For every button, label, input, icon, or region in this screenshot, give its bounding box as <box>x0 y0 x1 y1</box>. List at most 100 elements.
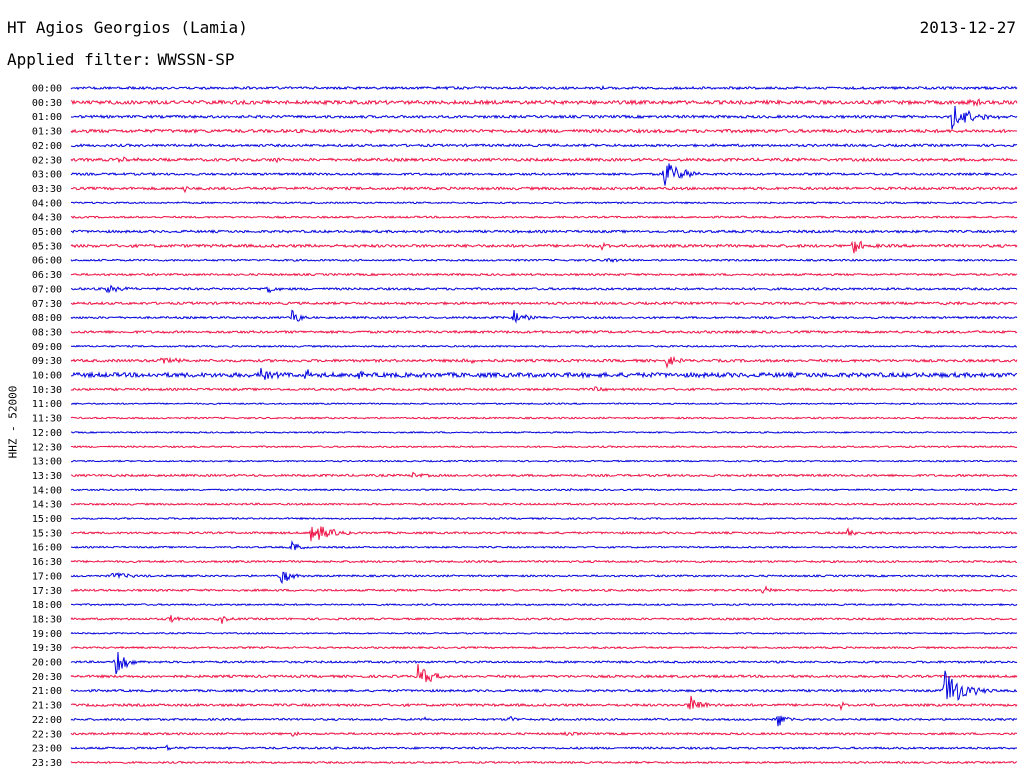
trace-line <box>71 540 1018 551</box>
trace-line <box>70 229 1018 234</box>
trace-line <box>70 85 1018 91</box>
trace-line <box>70 240 1018 254</box>
tick-label: 14:00 <box>32 485 62 496</box>
tick-labels: 00:00 00:30 01:00 01:30 02:00 02:30 03:00 03:30… <box>32 84 62 769</box>
trace-line <box>70 386 1018 392</box>
tick-label: 21:00 <box>32 686 62 697</box>
trace-line <box>70 344 1017 348</box>
trace-line <box>70 445 1018 449</box>
trace-line <box>70 695 1018 712</box>
trace-line <box>70 602 1018 607</box>
tick-label: 09:00 <box>32 342 62 353</box>
trace-group <box>70 85 1018 765</box>
trace-line <box>70 631 1018 635</box>
tick-label: 11:30 <box>32 414 62 425</box>
trace-line <box>70 258 1018 264</box>
filter-value: WWSSN-SP <box>157 50 235 69</box>
tick-label: 07:30 <box>32 299 62 310</box>
trace-line <box>70 645 1018 650</box>
trace-line <box>70 459 1018 463</box>
tick-label: 01:00 <box>32 112 62 123</box>
tick-label: 15:00 <box>32 514 62 525</box>
tick-label: 08:00 <box>32 313 62 324</box>
date-label: 2013-12-27 <box>919 18 1016 37</box>
station-title: HT Agios Georgios (Lamia) <box>7 18 248 37</box>
tick-label: 13:30 <box>32 471 62 482</box>
tick-label: 06:00 <box>32 256 62 267</box>
trace-line <box>70 127 1018 135</box>
tick-label: 16:00 <box>32 543 62 554</box>
trace-line <box>70 502 1018 506</box>
trace-line <box>70 272 1018 277</box>
tick-label: 22:00 <box>32 715 62 726</box>
tick-label: 19:30 <box>32 643 62 654</box>
trace-line <box>70 402 1018 406</box>
tick-label: 04:00 <box>32 198 62 209</box>
trace-line <box>70 730 1018 737</box>
tick-label: 05:30 <box>32 241 62 252</box>
tick-label: 13:00 <box>32 457 62 468</box>
tick-label: 09:30 <box>32 356 62 367</box>
trace-line <box>70 367 1018 380</box>
tick-label: 12:30 <box>32 442 62 453</box>
tick-label: 07:00 <box>32 284 62 295</box>
trace-line <box>70 142 1018 148</box>
trace-line <box>70 156 1018 164</box>
trace-line <box>70 615 1018 624</box>
tick-label: 04:30 <box>32 213 62 224</box>
tick-label: 16:30 <box>32 557 62 568</box>
tick-label: 21:30 <box>32 701 62 712</box>
trace-line <box>70 163 1018 186</box>
trace-line <box>70 585 1018 594</box>
tick-label: 15:30 <box>32 528 62 539</box>
trace-line <box>71 185 1018 194</box>
trace-line <box>70 471 1018 479</box>
trace-line <box>70 98 1018 107</box>
trace-line <box>70 201 1018 205</box>
tick-label: 14:30 <box>32 500 62 511</box>
trace-line <box>70 416 1018 420</box>
trace-line <box>70 670 1018 701</box>
tick-label: 23:30 <box>32 758 62 769</box>
trace-line <box>70 526 1018 542</box>
tick-label: 03:30 <box>32 184 62 195</box>
trace-line <box>70 284 1018 294</box>
trace-line <box>70 651 1018 675</box>
trace-line <box>70 430 1017 434</box>
tick-label: 00:00 <box>32 84 62 95</box>
trace-line <box>70 663 1018 683</box>
tick-label: 23:00 <box>32 744 62 755</box>
tick-label: 17:30 <box>32 586 62 597</box>
trace-line <box>70 355 1018 369</box>
trace-line <box>70 487 1018 492</box>
tick-label: 01:30 <box>32 127 62 138</box>
trace-line <box>70 744 1018 752</box>
tick-label: 12:00 <box>32 428 62 439</box>
trace-line <box>70 300 1018 306</box>
tick-label: 08:30 <box>32 327 62 338</box>
trace-line <box>70 559 1018 564</box>
tick-label: 19:00 <box>32 629 62 640</box>
filter-label-prefix: Applied filter: <box>7 50 152 69</box>
tick-label: 20:30 <box>32 672 62 683</box>
tick-label: 10:00 <box>32 371 62 382</box>
tick-label: 20:00 <box>32 658 62 669</box>
filter-label: Applied filter: WWSSN-SP <box>7 50 235 69</box>
trace-line <box>70 309 1018 324</box>
tick-label: 18:30 <box>32 614 62 625</box>
trace-line <box>70 715 1018 727</box>
trace-line <box>70 516 1018 521</box>
tick-label: 02:00 <box>32 141 62 152</box>
tick-label: 17:00 <box>32 571 62 582</box>
trace-line <box>70 329 1018 335</box>
trace-line <box>70 760 1018 765</box>
tick-label: 00:30 <box>32 98 62 109</box>
tick-label: 10:30 <box>32 385 62 396</box>
tick-label: 02:30 <box>32 155 62 166</box>
trace-line <box>70 215 1018 219</box>
trace-line <box>70 571 1018 585</box>
tick-label: 22:30 <box>32 729 62 740</box>
tick-label: 06:30 <box>32 270 62 281</box>
tick-label: 05:00 <box>32 227 62 238</box>
